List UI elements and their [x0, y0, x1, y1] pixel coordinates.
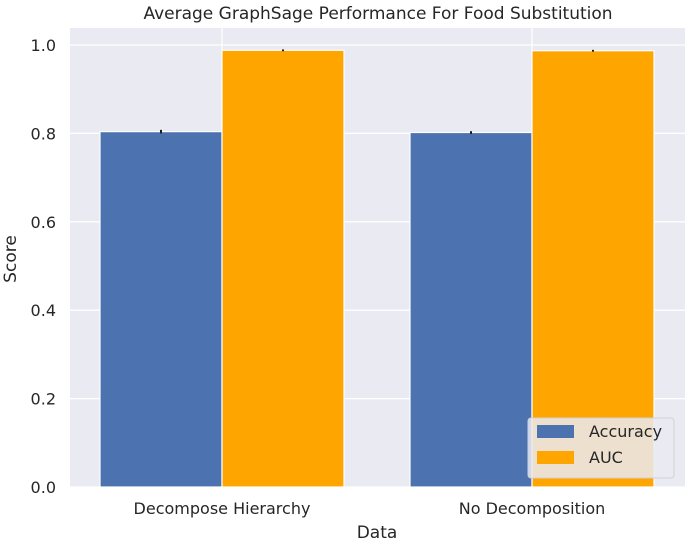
- chart-title: Average GraphSage Performance For Food S…: [143, 4, 612, 24]
- y-tick-label: 0.4: [31, 301, 56, 320]
- x-axis-label: Data: [357, 523, 398, 543]
- y-tick-label: 0.8: [31, 124, 56, 143]
- bars: [99, 49, 655, 488]
- legend-swatch-accuracy: [537, 425, 574, 438]
- x-tick-label: Decompose Hierarchy: [134, 499, 311, 518]
- legend-label-accuracy: Accuracy: [589, 422, 662, 441]
- y-tick-label: 1.0: [31, 36, 56, 55]
- x-tick-labels: Decompose Hierarchy No Decomposition: [134, 499, 606, 518]
- y-tick-label: 0.6: [31, 213, 56, 232]
- bar-auc-1: [221, 49, 345, 488]
- y-tick-label: 0.2: [31, 390, 56, 409]
- bar-accuracy-2: [409, 131, 533, 488]
- legend-swatch-auc: [537, 451, 574, 464]
- error-bars: [160, 49, 594, 134]
- bar-accuracy-1: [99, 131, 223, 488]
- y-axis-label: Score: [1, 235, 21, 283]
- y-tick-label: 0.0: [31, 478, 56, 497]
- bar-auc-2: [531, 50, 655, 488]
- y-tick-labels: 0.0 0.2 0.4 0.6 0.8 1.0: [31, 36, 56, 497]
- legend-label-auc: AUC: [589, 448, 623, 467]
- legend: Accuracy AUC: [527, 417, 675, 479]
- x-tick-label: No Decomposition: [459, 499, 606, 518]
